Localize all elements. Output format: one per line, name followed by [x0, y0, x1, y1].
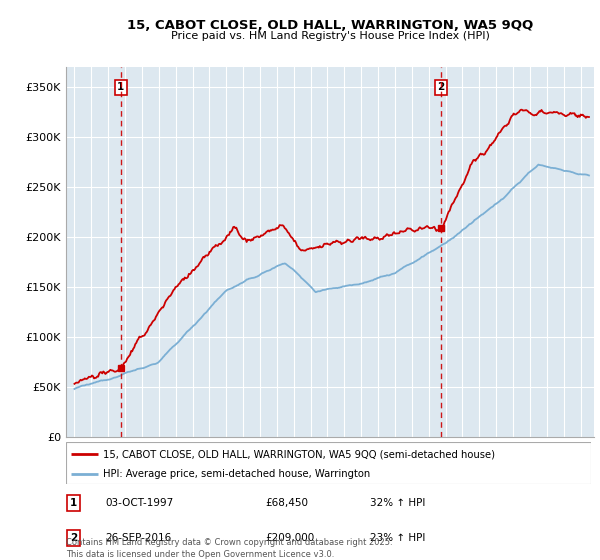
- Text: 15, CABOT CLOSE, OLD HALL, WARRINGTON, WA5 9QQ (semi-detached house): 15, CABOT CLOSE, OLD HALL, WARRINGTON, W…: [103, 449, 495, 459]
- Text: 32% ↑ HPI: 32% ↑ HPI: [371, 498, 426, 507]
- Text: 15, CABOT CLOSE, OLD HALL, WARRINGTON, WA5 9QQ: 15, CABOT CLOSE, OLD HALL, WARRINGTON, W…: [127, 18, 533, 32]
- Text: 03-OCT-1997: 03-OCT-1997: [106, 498, 173, 507]
- Text: 23% ↑ HPI: 23% ↑ HPI: [371, 533, 426, 543]
- Text: Contains HM Land Registry data © Crown copyright and database right 2025.
This d: Contains HM Land Registry data © Crown c…: [66, 538, 392, 559]
- Text: 2: 2: [437, 82, 445, 92]
- Text: £68,450: £68,450: [265, 498, 308, 507]
- Text: HPI: Average price, semi-detached house, Warrington: HPI: Average price, semi-detached house,…: [103, 469, 370, 479]
- Text: 1: 1: [70, 498, 77, 507]
- Text: 26-SEP-2016: 26-SEP-2016: [106, 533, 172, 543]
- Text: Price paid vs. HM Land Registry's House Price Index (HPI): Price paid vs. HM Land Registry's House …: [170, 31, 490, 41]
- Text: 1: 1: [117, 82, 124, 92]
- Text: 2: 2: [70, 533, 77, 543]
- Text: £209,000: £209,000: [265, 533, 315, 543]
